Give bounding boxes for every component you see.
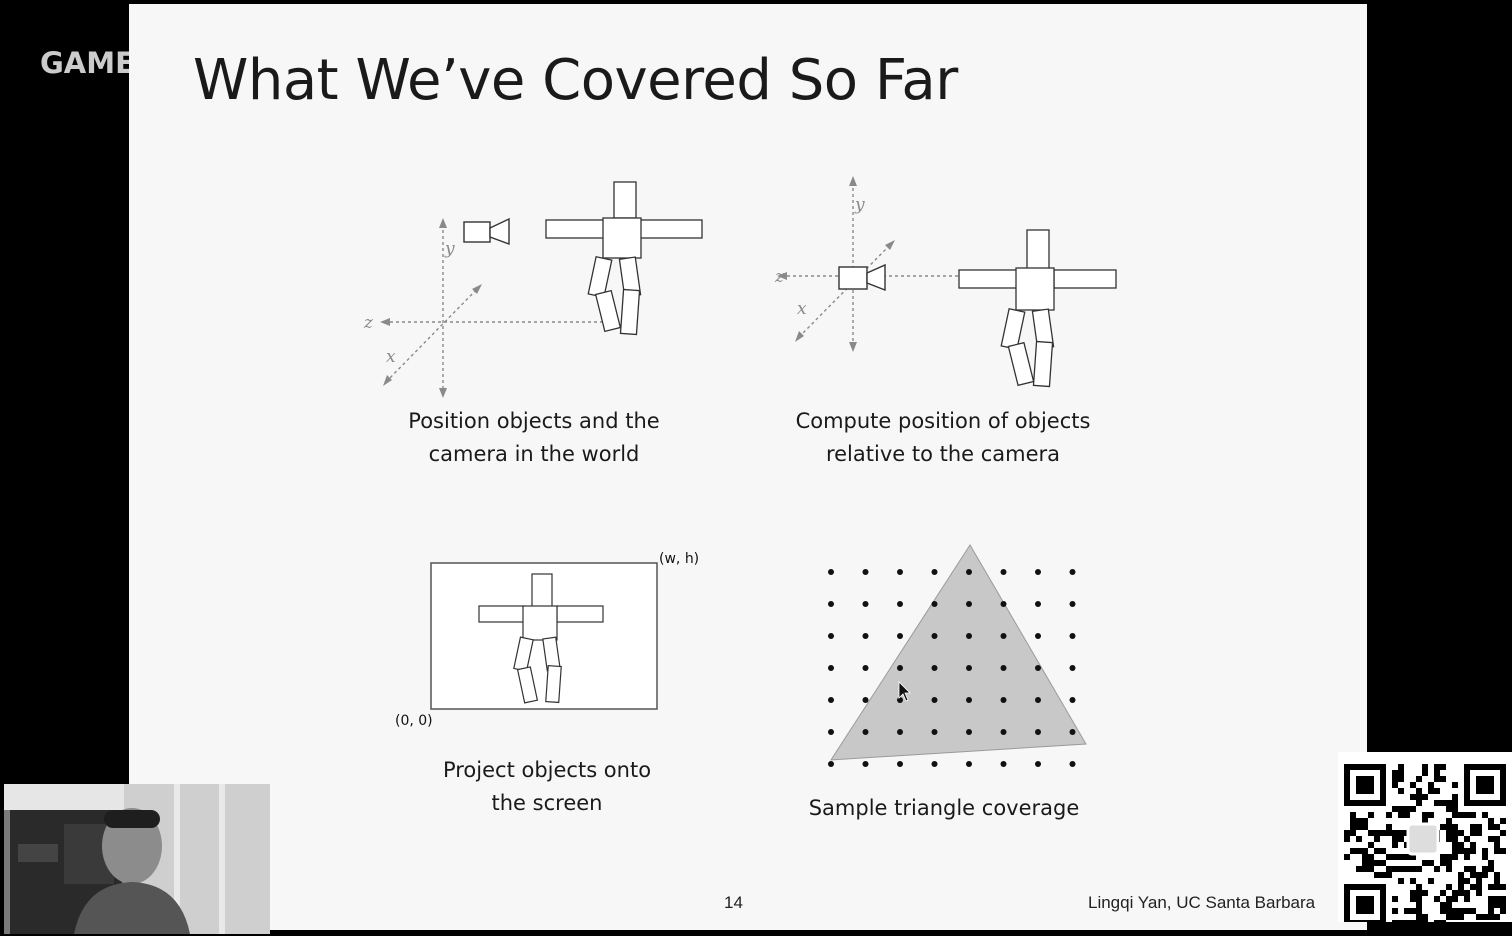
sample-point [931, 697, 938, 703]
world-x-axis-label: x [386, 347, 396, 367]
camera-space-illustration: y z x [774, 176, 1117, 388]
sample-point [1000, 729, 1007, 735]
screen-projection-illustration: (w, h) (0, 0) [395, 551, 699, 729]
caption-raster: Sample triangle coverage [769, 792, 1119, 825]
sample-point [1035, 601, 1041, 607]
sample-point [1035, 761, 1041, 767]
sample-point [1035, 697, 1041, 703]
sample-point [1000, 569, 1007, 575]
sample-point [966, 729, 972, 735]
robot-figure [958, 229, 1117, 388]
sample-point [966, 761, 972, 767]
sample-point [828, 665, 834, 671]
sample-point [1069, 633, 1076, 639]
sample-point [931, 601, 938, 607]
sample-point [1069, 665, 1076, 671]
corner-label-top-right: (w, h) [659, 551, 699, 567]
sample-point [828, 761, 834, 767]
sample-point [862, 665, 869, 671]
sample-point [1035, 729, 1041, 735]
sample-point [897, 697, 903, 703]
caption-raster-line-1: Sample triangle coverage [808, 796, 1080, 820]
sample-point [966, 697, 972, 703]
projected-robot-figure [478, 573, 604, 704]
sample-point [931, 761, 938, 767]
sample-point [1035, 569, 1041, 575]
sample-point [828, 569, 834, 575]
sample-point [897, 601, 903, 607]
sample-point [862, 569, 869, 575]
sample-point [862, 729, 869, 735]
sample-point [1069, 761, 1076, 767]
sample-point [862, 633, 869, 639]
sample-point [1000, 697, 1007, 703]
camera-y-axis-label: y [854, 195, 865, 215]
caption-camera-line-2: relative to the camera [825, 442, 1061, 466]
sample-point [897, 761, 903, 767]
corner-label-bottom-left: (0, 0) [395, 713, 433, 729]
sample-point [862, 697, 869, 703]
sample-point [1035, 665, 1041, 671]
caption-world-line-1: Position objects and the [408, 409, 660, 433]
world-y-axis-label: y [444, 239, 455, 259]
sample-point [966, 601, 972, 607]
sample-point [828, 697, 834, 703]
sample-point [966, 569, 972, 575]
caption-screen-line-2: the screen [491, 791, 603, 815]
camera-z-axis-label: z [774, 267, 785, 287]
caption-camera-line-1: Compute position of objects [795, 409, 1091, 433]
sample-point [1035, 633, 1041, 639]
triangle-shape [830, 544, 1087, 761]
caption-screen-line-1: Project objects onto [442, 758, 652, 782]
world-space-illustration: y z x [363, 181, 703, 398]
slide: What We’ve Covered So Far y z x [129, 4, 1367, 930]
sample-point [1069, 729, 1076, 735]
cursor-icon [898, 681, 911, 702]
sample-point [828, 633, 834, 639]
sample-point [897, 665, 903, 671]
camera-icon [838, 263, 886, 292]
camera-x-axis-label: x [797, 299, 807, 319]
sample-grid [828, 569, 1076, 767]
qr-code-icon [1338, 752, 1512, 926]
sample-point [931, 569, 938, 575]
sample-point [966, 665, 972, 671]
footer-credit: Lingqi Yan, UC Santa Barbara [1088, 893, 1316, 912]
sample-point [931, 633, 938, 639]
sample-point [862, 601, 869, 607]
slide-title: What We’ve Covered So Far [193, 48, 958, 113]
sample-point [897, 569, 903, 575]
sample-point [862, 761, 869, 767]
caption-screen: Project objects onto the screen [397, 754, 697, 820]
sample-point [966, 633, 972, 639]
sample-point [1000, 761, 1007, 767]
sample-point [828, 729, 834, 735]
sample-point [828, 601, 834, 607]
page-number: 14 [724, 893, 743, 912]
world-z-axis-label: z [363, 313, 374, 333]
sample-point [1000, 665, 1007, 671]
webcam-video [4, 784, 270, 934]
robot-figure [545, 181, 703, 336]
sample-point [1069, 697, 1076, 703]
sample-point [897, 729, 903, 735]
sample-point [931, 665, 938, 671]
caption-camera: Compute position of objects relative to … [763, 405, 1123, 471]
sample-point [931, 729, 938, 735]
caption-world-line-2: camera in the world [428, 442, 640, 466]
sample-point [1000, 633, 1007, 639]
sample-point [1069, 601, 1076, 607]
sample-point [1069, 569, 1076, 575]
caption-world: Position objects and the camera in the w… [374, 405, 694, 471]
sample-point [897, 633, 903, 639]
sample-point [1000, 601, 1007, 607]
camera-icon [463, 217, 510, 246]
triangle-coverage-illustration [828, 544, 1087, 767]
